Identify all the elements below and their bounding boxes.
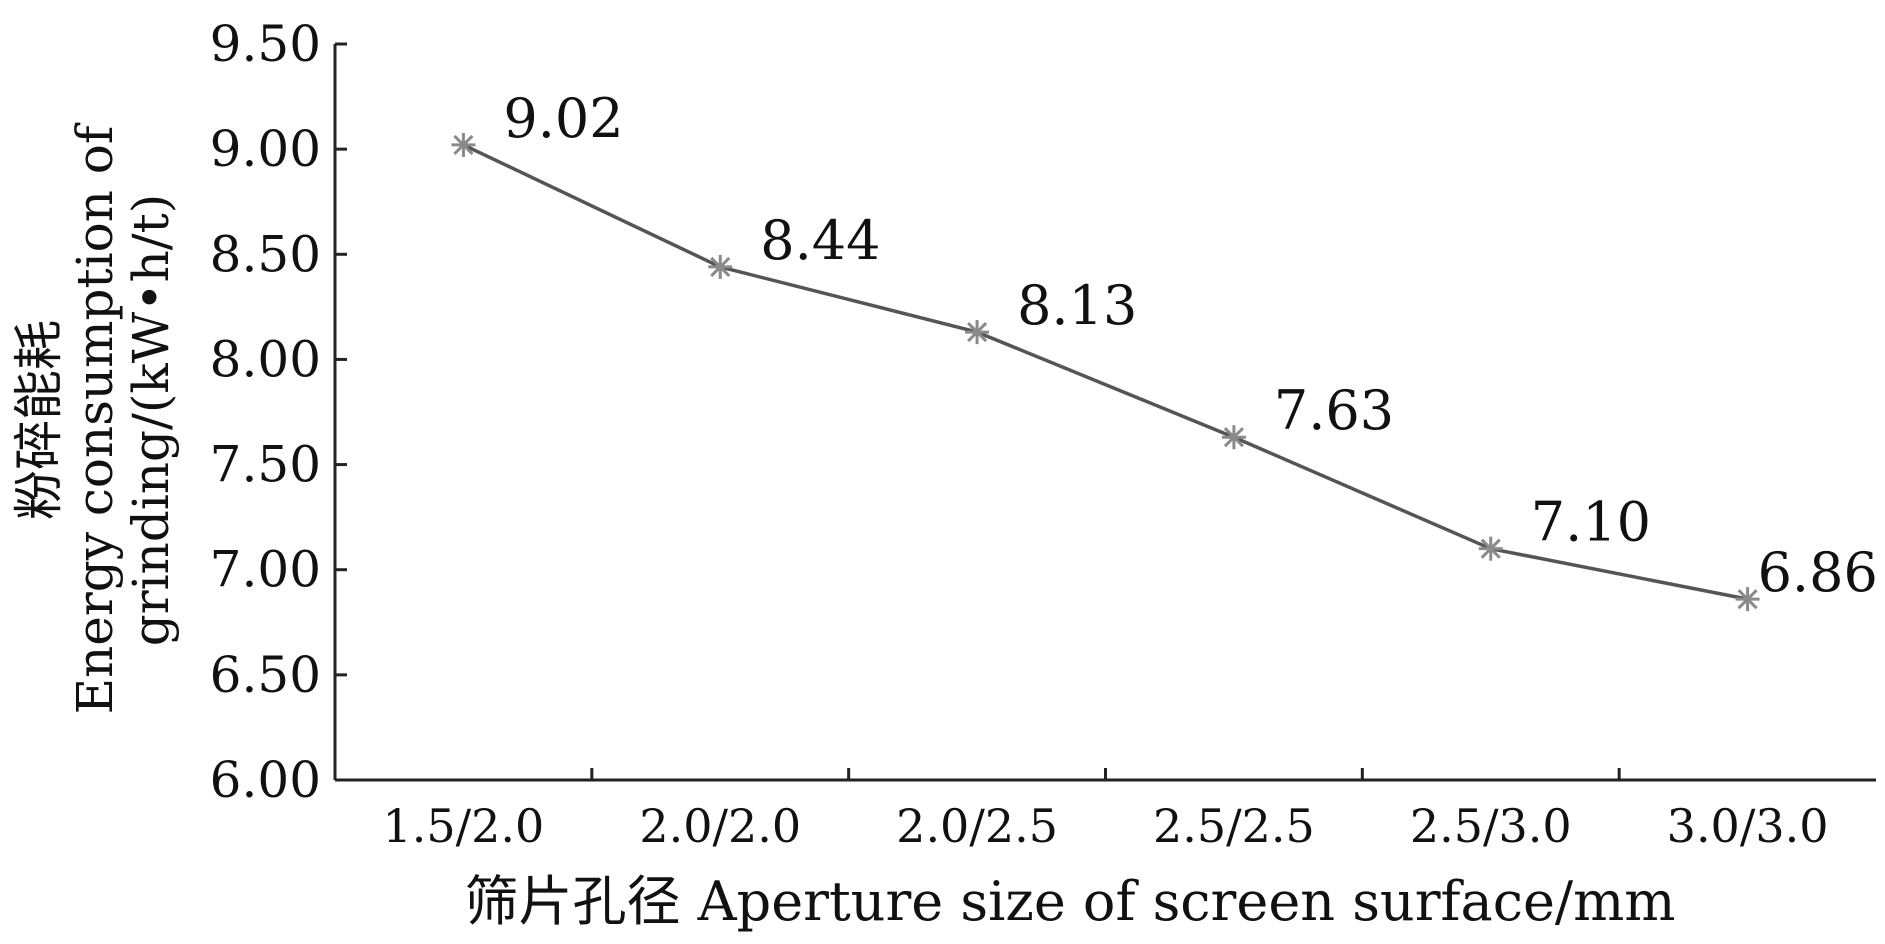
y-tick-label: 7.00 xyxy=(210,541,321,599)
data-point-marker xyxy=(1221,425,1246,450)
y-tick-label: 9.50 xyxy=(210,15,321,73)
x-tick-label: 2.0/2.5 xyxy=(896,799,1058,853)
data-point-marker xyxy=(1735,587,1760,612)
data-label: 8.44 xyxy=(760,209,880,272)
data-label: 7.63 xyxy=(1274,379,1394,442)
data-point-marker xyxy=(1478,536,1503,561)
y-tick-label: 7.50 xyxy=(210,436,321,494)
x-tick-label: 1.5/2.0 xyxy=(383,799,545,853)
x-tick-label: 2.5/2.5 xyxy=(1153,799,1315,853)
data-label: 8.13 xyxy=(1017,274,1137,337)
data-label: 7.10 xyxy=(1531,491,1651,554)
data-point-marker xyxy=(965,320,990,345)
x-tick-label: 3.0/3.0 xyxy=(1667,799,1829,853)
data-labels: 9.02 8.44 8.13 7.63 7.10 6.86 xyxy=(503,87,1877,604)
y-tick-label: 9.00 xyxy=(210,120,321,178)
y-axis-title: 粉碎能耗 Energy consumption of grinding/(kW•… xyxy=(10,122,180,714)
data-point-marker xyxy=(708,254,733,279)
y-axis-title-line-2: Energy consumption of xyxy=(66,122,124,714)
y-tick-label: 6.50 xyxy=(210,646,321,704)
data-point-marker xyxy=(451,132,476,157)
series-line xyxy=(462,143,1748,601)
x-tick-label: 2.5/3.0 xyxy=(1410,799,1572,853)
y-axis-title-line-1: 粉碎能耗 xyxy=(10,320,68,520)
data-label: 6.86 xyxy=(1758,541,1878,604)
y-tick-label: 8.50 xyxy=(210,225,321,283)
x-tick-label: 2.0/2.0 xyxy=(639,799,801,853)
y-axis-title-line-3: grinding/(kW•h/t) xyxy=(122,194,180,647)
y-tick-label: 6.00 xyxy=(210,751,321,809)
data-label: 9.02 xyxy=(503,87,623,150)
y-axis: 6.00 6.50 7.00 7.50 8.00 8.50 9.00 9.50 xyxy=(210,15,347,809)
series-layer xyxy=(451,132,1760,612)
x-axis: 1.5/2.0 2.0/2.0 2.0/2.5 2.5/2.5 2.5/3.0 3.0/3… xyxy=(335,768,1876,853)
y-tick-label: 8.00 xyxy=(210,330,321,388)
x-axis-title: 筛片孔径 Aperture size of screen surface/mm xyxy=(464,870,1675,933)
